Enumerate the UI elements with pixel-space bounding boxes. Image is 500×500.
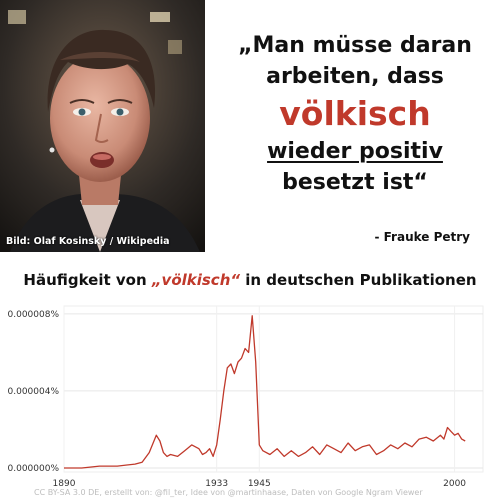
y-tick-label: 0.000004% bbox=[8, 387, 60, 397]
quote-line-2: arbeiten, dass bbox=[210, 61, 500, 92]
footer-credits: CC BY-SA 3.0 DE, erstellt von: @fil_ter,… bbox=[34, 488, 423, 497]
quote-line-5: besetzt ist“ bbox=[210, 167, 500, 198]
portrait-photo: Bild: Olaf Kosinsky / Wikipedia bbox=[0, 0, 205, 252]
chart-title-keyword: „völkisch“ bbox=[152, 271, 240, 289]
quote-block: „Man müsse daran arbeiten, dass völkisch… bbox=[210, 30, 500, 198]
photo-credit: Bild: Olaf Kosinsky / Wikipedia bbox=[6, 236, 170, 247]
y-tick-label: 0.000008% bbox=[8, 310, 60, 320]
chart-title: Häufigkeit von „völkisch“ in deutschen P… bbox=[0, 271, 500, 289]
quote-keyword: völkisch bbox=[210, 92, 500, 136]
plot-area bbox=[64, 306, 483, 472]
x-tick-label: 1945 bbox=[248, 479, 271, 488]
portrait-image bbox=[0, 0, 205, 252]
x-tick-label: 2000 bbox=[443, 479, 466, 488]
chart-title-prefix: Häufigkeit von bbox=[23, 271, 151, 289]
quote-line-1: „Man müsse daran bbox=[210, 30, 500, 61]
ngram-line-chart: 0.000000% 0.000004% 0.000008% 1890 1933 1945 2… bbox=[0, 298, 500, 488]
quote-line-4: wieder positiv bbox=[210, 136, 500, 167]
x-tick-label: 1890 bbox=[53, 479, 76, 488]
quote-attribution: - Frauke Petry bbox=[374, 230, 470, 244]
chart-title-suffix: in deutschen Publikationen bbox=[240, 271, 477, 289]
x-tick-label: 1933 bbox=[205, 479, 228, 488]
y-tick-label: 0.000000% bbox=[8, 464, 60, 474]
